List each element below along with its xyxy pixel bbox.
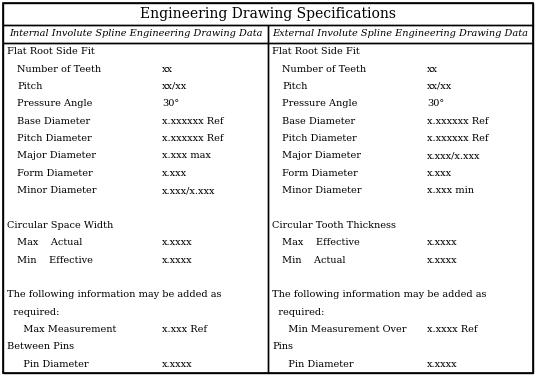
Text: Pitch Diameter: Pitch Diameter xyxy=(282,134,357,143)
Text: Pitch Diameter: Pitch Diameter xyxy=(17,134,92,143)
Text: x.xxxx: x.xxxx xyxy=(427,360,458,369)
Text: Engineering Drawing Specifications: Engineering Drawing Specifications xyxy=(140,7,396,21)
Text: x.xxxxxx Ref: x.xxxxxx Ref xyxy=(162,134,224,143)
Text: x.xxxx: x.xxxx xyxy=(427,238,458,247)
Text: x.xxxx: x.xxxx xyxy=(427,256,458,265)
Text: 30°: 30° xyxy=(427,99,444,108)
Text: Form Diameter: Form Diameter xyxy=(282,169,358,178)
Text: x.xxx/x.xxx: x.xxx/x.xxx xyxy=(427,152,480,161)
Text: Pin Diameter: Pin Diameter xyxy=(17,360,88,369)
Bar xyxy=(3,43,268,373)
Text: Pressure Angle: Pressure Angle xyxy=(17,99,92,108)
Bar xyxy=(268,43,533,373)
Text: Min    Actual: Min Actual xyxy=(282,256,346,265)
Text: x.xxxxxx Ref: x.xxxxxx Ref xyxy=(162,117,224,126)
Text: x.xxxxxx Ref: x.xxxxxx Ref xyxy=(427,117,488,126)
Text: required:: required: xyxy=(7,308,59,317)
Text: Minor Diameter: Minor Diameter xyxy=(17,186,96,195)
Text: Minor Diameter: Minor Diameter xyxy=(282,186,361,195)
Text: Base Diameter: Base Diameter xyxy=(17,117,90,126)
Text: The following information may be added as: The following information may be added a… xyxy=(7,290,221,299)
Text: Flat Root Side Fit: Flat Root Side Fit xyxy=(272,47,360,56)
Text: x.xxx Ref: x.xxx Ref xyxy=(162,325,207,334)
Bar xyxy=(3,25,268,43)
Text: Form Diameter: Form Diameter xyxy=(17,169,93,178)
Text: x.xxx: x.xxx xyxy=(162,169,187,178)
Text: Base Diameter: Base Diameter xyxy=(282,117,355,126)
Text: Flat Root Side Fit: Flat Root Side Fit xyxy=(7,47,95,56)
Text: Max    Actual: Max Actual xyxy=(17,238,83,247)
Text: Max Measurement: Max Measurement xyxy=(17,325,116,334)
Text: x.xxxx: x.xxxx xyxy=(162,360,192,369)
Text: x.xxxx: x.xxxx xyxy=(162,256,192,265)
Bar xyxy=(3,3,533,25)
Text: x.xxx: x.xxx xyxy=(427,169,452,178)
Text: Max    Effective: Max Effective xyxy=(282,238,360,247)
Text: x.xxxx Ref: x.xxxx Ref xyxy=(427,325,478,334)
Text: Number of Teeth: Number of Teeth xyxy=(282,65,366,74)
Text: Pitch: Pitch xyxy=(17,82,42,91)
Text: xx: xx xyxy=(162,65,173,74)
Text: required:: required: xyxy=(272,308,324,317)
Text: Major Diameter: Major Diameter xyxy=(17,152,96,161)
Text: x.xxxxxx Ref: x.xxxxxx Ref xyxy=(427,134,488,143)
Text: The following information may be added as: The following information may be added a… xyxy=(272,290,487,299)
Text: x.xxx/x.xxx: x.xxx/x.xxx xyxy=(162,186,215,195)
Text: Pressure Angle: Pressure Angle xyxy=(282,99,358,108)
Text: Circular Space Width: Circular Space Width xyxy=(7,221,113,230)
Text: xx: xx xyxy=(427,65,438,74)
Text: Internal Involute Spline Engineering Drawing Data: Internal Involute Spline Engineering Dra… xyxy=(9,29,262,38)
Text: x.xxx min: x.xxx min xyxy=(427,186,474,195)
Text: Pitch: Pitch xyxy=(282,82,307,91)
Text: xx/xx: xx/xx xyxy=(427,82,452,91)
Text: External Involute Spline Engineering Drawing Data: External Involute Spline Engineering Dra… xyxy=(272,29,528,38)
Text: xx/xx: xx/xx xyxy=(162,82,187,91)
Text: Min    Effective: Min Effective xyxy=(17,256,93,265)
Text: x.xxxx: x.xxxx xyxy=(162,238,192,247)
Bar xyxy=(268,25,533,43)
Text: Between Pins: Between Pins xyxy=(7,343,74,352)
Text: Major Diameter: Major Diameter xyxy=(282,152,361,161)
Text: x.xxx max: x.xxx max xyxy=(162,152,211,161)
Text: Circular Tooth Thickness: Circular Tooth Thickness xyxy=(272,221,396,230)
Text: Pin Diameter: Pin Diameter xyxy=(282,360,354,369)
Text: Number of Teeth: Number of Teeth xyxy=(17,65,101,74)
Text: Min Measurement Over: Min Measurement Over xyxy=(282,325,406,334)
Text: 30°: 30° xyxy=(162,99,179,108)
Text: Pins: Pins xyxy=(272,343,293,352)
